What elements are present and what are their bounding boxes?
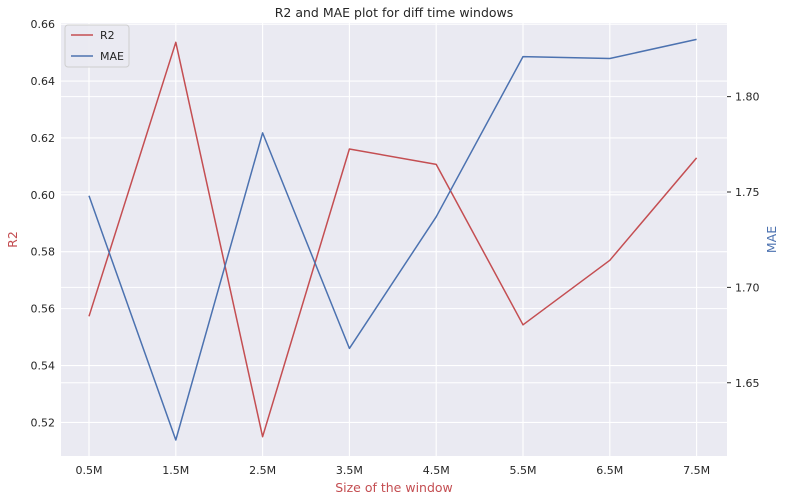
chart-title: R2 and MAE plot for diff time windows <box>275 5 514 20</box>
left-y-tick-label: 0.54 <box>31 360 56 373</box>
x-tick-label: 5.5M <box>510 464 537 477</box>
x-tick-label: 7.5M <box>683 464 710 477</box>
right-y-tick-label: 1.75 <box>735 186 760 199</box>
left-y-tick-label: 0.64 <box>31 75 56 88</box>
left-y-axis-ticks: 0.52 0.54 0.56 0.58 0.60 0.62 0.64 0.66 <box>31 18 56 429</box>
series-layer <box>88 38 698 441</box>
x-tick-label: 4.5M <box>423 464 450 477</box>
x-tick-label: 6.5M <box>596 464 623 477</box>
right-y-axis-label: MAE <box>764 226 779 253</box>
plot-area <box>61 23 727 456</box>
right-y-tick-label: 1.65 <box>735 377 760 390</box>
x-tick-label: 2.5M <box>249 464 276 477</box>
legend-label-r2: R2 <box>100 29 115 42</box>
right-y-tick-label: 1.70 <box>735 281 760 294</box>
left-y-axis-label: R2 <box>5 231 20 248</box>
left-y-tick-label: 0.66 <box>31 18 56 31</box>
x-tick-label: 3.5M <box>336 464 363 477</box>
x-axis-label: Size of the window <box>335 480 453 495</box>
x-tick-label: 1.5M <box>162 464 189 477</box>
left-y-tick-label: 0.56 <box>31 303 56 316</box>
x-axis-ticks: 0.5M 1.5M 2.5M 3.5M 4.5M 5.5M 6.5M 7.5M <box>76 464 711 477</box>
series-line-mae <box>88 38 697 441</box>
right-y-tick-label: 1.80 <box>735 91 760 104</box>
left-y-tick-label: 0.62 <box>31 132 56 145</box>
left-y-tick-label: 0.52 <box>31 416 56 429</box>
x-tick-label: 0.5M <box>76 464 103 477</box>
left-y-tick-label: 0.58 <box>31 246 56 259</box>
legend: R2 MAE <box>64 24 130 68</box>
series-line-r2 <box>88 41 698 438</box>
legend-label-mae: MAE <box>100 50 124 63</box>
grid <box>61 23 727 456</box>
left-y-tick-label: 0.60 <box>31 189 56 202</box>
right-y-axis-ticks: 1.65 1.70 1.75 1.80 <box>727 91 760 390</box>
